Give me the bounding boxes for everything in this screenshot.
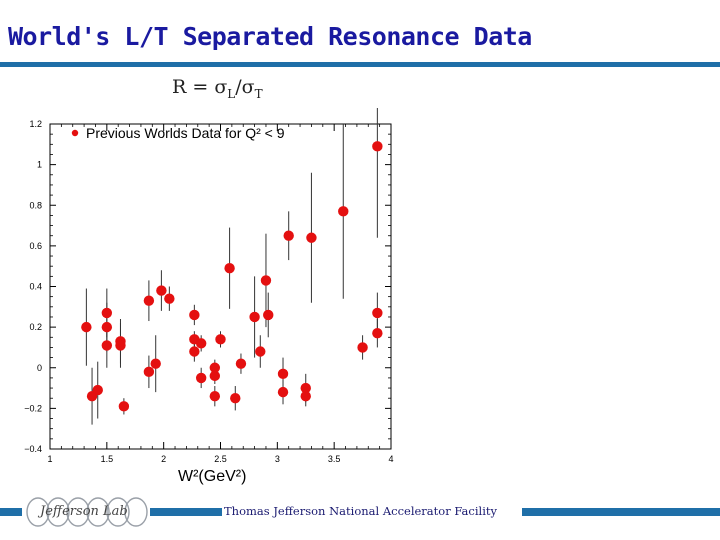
data-point	[255, 346, 266, 357]
data-point	[209, 390, 221, 402]
data-point	[357, 342, 368, 353]
logo-text: Jefferson Lab	[40, 504, 128, 519]
data-point	[372, 307, 383, 319]
legend-label: Previous Worlds Data for Q² < 9	[86, 125, 285, 141]
data-point	[209, 362, 221, 373]
footer-bar-right	[522, 508, 720, 516]
resonance-chart: −0.4 −0.2 0 0.2 0.4 0.6 0.8 1 1.2 1 1.5 2 2.5 3 3.5 4 P…	[24, 108, 394, 485]
x-tick-label: 3	[275, 454, 280, 464]
slide-title: World's L/T Separated Resonance Data	[8, 22, 532, 51]
data-point	[277, 368, 289, 380]
legend-marker	[71, 129, 79, 137]
data-point	[92, 384, 103, 396]
data-point	[164, 293, 175, 304]
jefferson-lab-logo	[24, 494, 150, 530]
y-tick-label: 0.6	[29, 241, 42, 251]
data-point	[209, 370, 221, 382]
formula-sigma-l: σ	[214, 76, 228, 98]
data-point	[260, 275, 272, 286]
data-point	[189, 309, 200, 321]
y-tick-label: −0.2	[24, 403, 42, 413]
formula-sub-l: L	[227, 86, 236, 101]
y-tick-label: 1.2	[29, 119, 42, 129]
data-point	[230, 393, 241, 404]
logo-rings-icon	[26, 497, 148, 527]
data-point	[195, 372, 207, 384]
formula-slash: /	[235, 76, 242, 98]
y-tick-label: −0.4	[24, 444, 42, 454]
data-point	[263, 309, 274, 321]
x-tick-label: 1	[47, 454, 52, 464]
plot-frame	[49, 123, 392, 450]
data-point	[277, 386, 289, 398]
x-tick-label: 2	[161, 454, 166, 464]
y-tick-label: 0.4	[29, 282, 42, 292]
data-point	[118, 401, 130, 412]
x-tick-label: 1.5	[101, 454, 114, 464]
data-point	[143, 366, 155, 378]
data-point	[195, 338, 207, 349]
y-tick-label: 0.2	[29, 322, 42, 332]
data-point	[101, 321, 113, 333]
title-underline	[0, 62, 720, 67]
data-point	[143, 295, 155, 306]
chart-legend: Previous Worlds Data for Q² < 9	[71, 125, 285, 141]
ratio-formula: R = σL/σT	[172, 76, 263, 101]
chart-axes: −0.4 −0.2 0 0.2 0.4 0.6 0.8 1 1.2 1 1.5 2 2.5 3 3.5 4	[24, 119, 393, 464]
formula-sub-t: T	[254, 86, 263, 101]
data-point	[101, 307, 113, 319]
footer-bar-middle	[150, 508, 222, 516]
data-point	[338, 206, 349, 217]
data-point	[235, 358, 247, 369]
x-tick-label: 3.5	[328, 454, 341, 464]
y-tick-label: 1	[37, 160, 42, 170]
data-point	[249, 311, 260, 323]
data-point	[156, 285, 167, 296]
data-point	[115, 340, 126, 351]
data-points	[81, 141, 383, 412]
data-point	[81, 321, 92, 333]
data-point	[306, 232, 317, 243]
data-point	[300, 382, 311, 394]
data-point	[300, 390, 311, 402]
data-point	[283, 230, 294, 241]
data-point	[372, 141, 383, 152]
x-tick-label: 4	[388, 454, 393, 464]
data-point	[150, 358, 161, 369]
data-point	[372, 328, 383, 339]
x-tick-label: 2.5	[214, 454, 227, 464]
data-point	[215, 334, 226, 345]
data-point	[101, 340, 113, 351]
data-point	[224, 263, 235, 274]
footer-bar-left	[0, 508, 22, 516]
data-point	[189, 346, 200, 357]
y-tick-label: 0.8	[29, 200, 42, 210]
y-tick-label: 0	[37, 363, 42, 373]
footer-institution: Thomas Jefferson National Accelerator Fa…	[224, 504, 498, 518]
x-axis-label: W²(GeV²)	[178, 468, 246, 485]
formula-sigma-t: σ	[241, 76, 255, 98]
formula-lhs: R =	[172, 76, 215, 98]
